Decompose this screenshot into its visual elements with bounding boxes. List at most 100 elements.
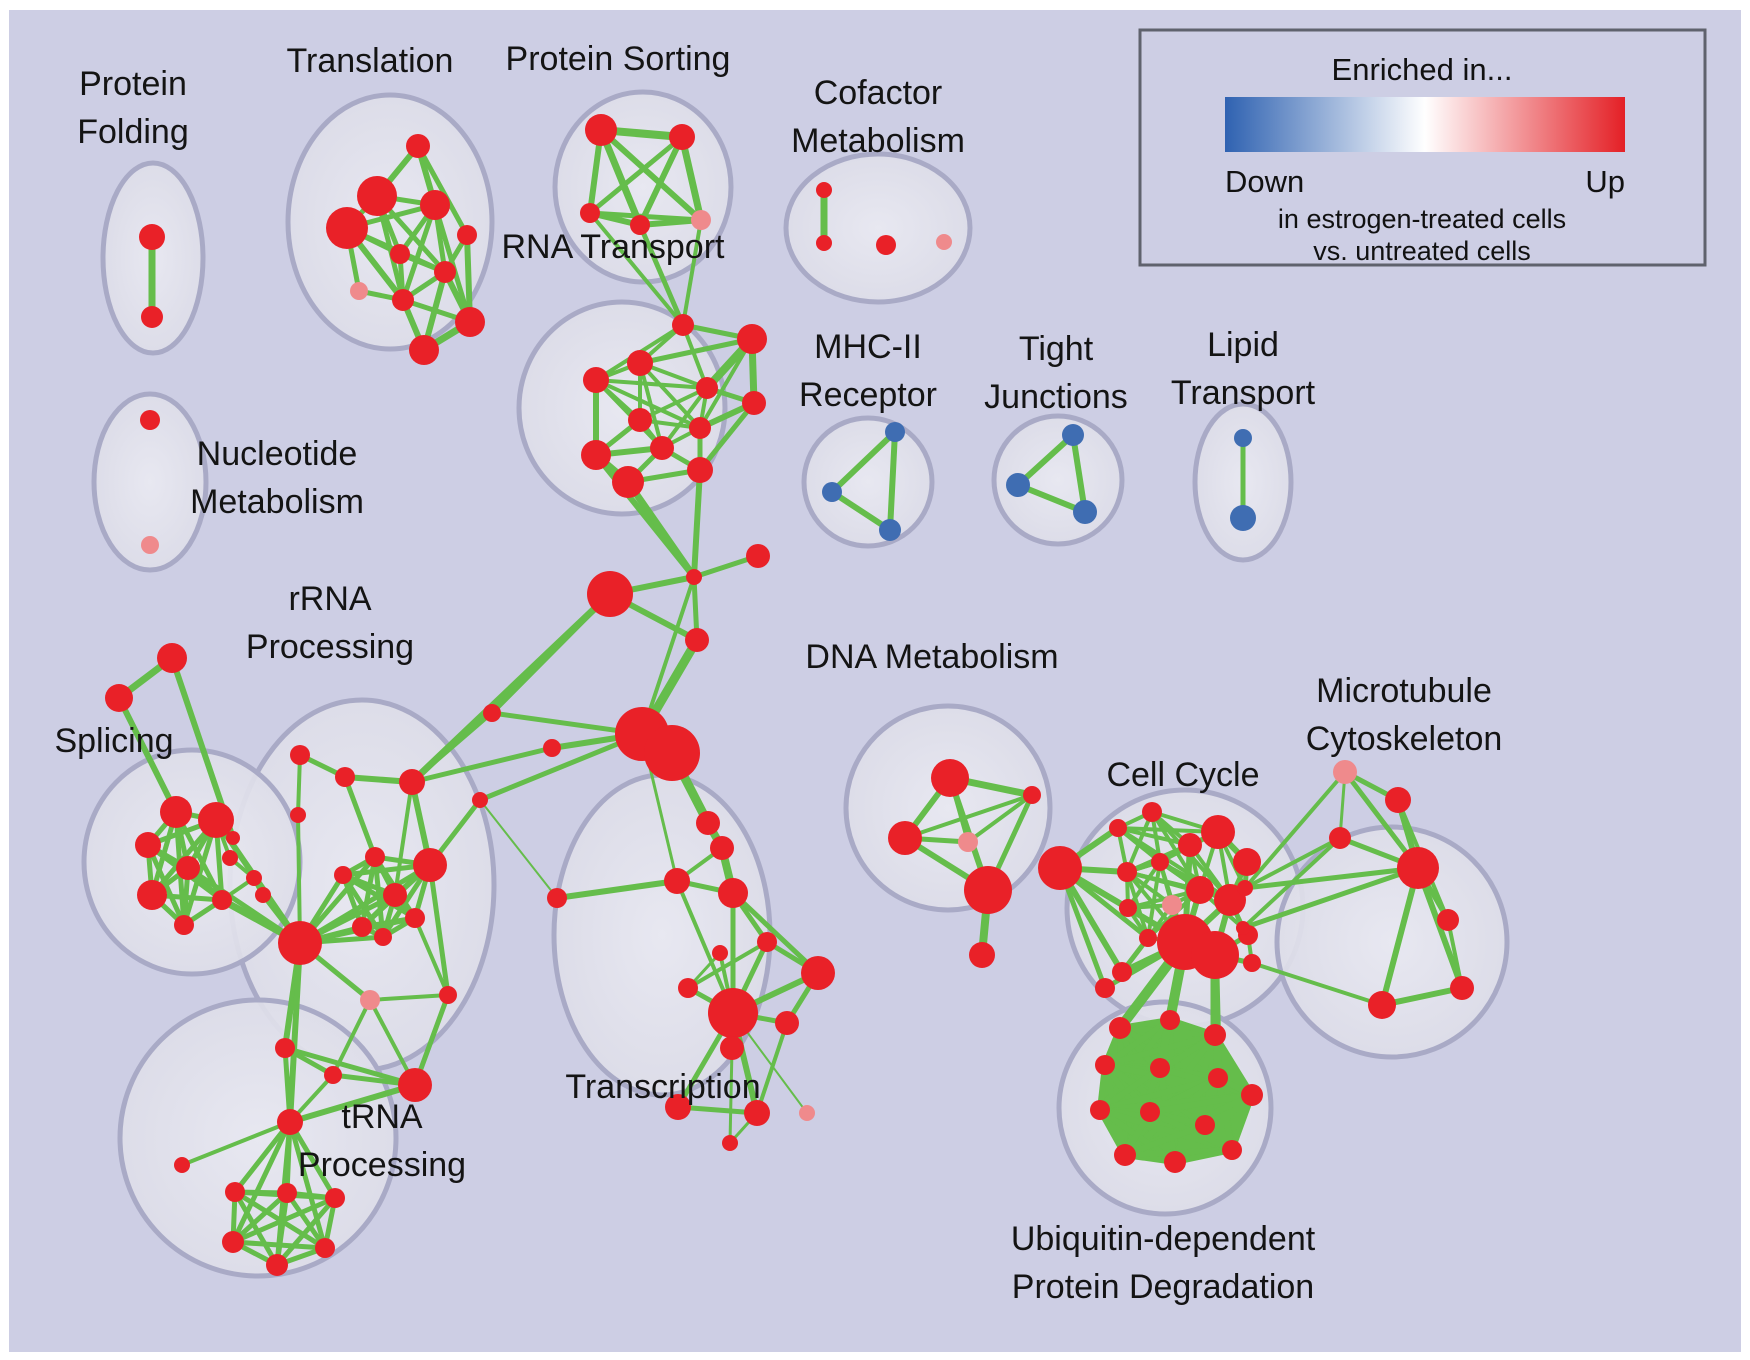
network-node-rn8 [689,417,711,439]
network-edge [287,940,303,1125]
network-node-rn10 [650,436,674,460]
network-node-rn4 [696,377,718,399]
network-node-cf1 [816,182,832,198]
network-node-x4 [718,878,748,908]
cluster-labels: Protein Folding Translation Protein Sorting… [54,40,1502,1306]
network-edge [274,1195,338,1268]
network-node-cc7 [1151,853,1169,871]
network-node-cc11 [1119,899,1137,917]
network-edge [554,878,680,901]
network-node-tn1 [174,1157,190,1173]
network-node-j2 [746,544,770,568]
network-node-u2 [1160,1010,1180,1030]
network-node-rn5 [583,367,609,393]
network-node-rr6 [334,866,352,884]
network-node-x6 [757,932,777,952]
network-node-ps5 [691,210,711,230]
cluster-label-lipid-transport: Transport [1171,374,1316,412]
network-node-u3 [1204,1024,1226,1046]
network-edge [232,1189,280,1268]
cluster-label-cofactor-metabolism: Metabolism [791,122,965,160]
cluster-ellipse-mhc-ii-receptor [801,415,935,549]
network-node-rn9 [581,440,611,470]
network-node-tn4 [325,1188,345,1208]
network-edge [829,489,893,533]
network-edge [287,1119,338,1201]
network-node-cf4 [936,234,952,250]
network-node-rr17 [398,1068,432,1102]
network-edge [728,1046,734,1145]
network-edge [230,1190,290,1245]
network-node-sp2 [198,802,234,838]
network-node-d3 [1023,786,1041,804]
network-node-u8 [1090,1100,1110,1120]
network-edge [1250,961,1384,1007]
network-edge [637,134,685,228]
cluster-label-protein-folding: Protein [79,65,187,103]
network-edge [284,1190,328,1251]
cluster-label-trna-processing: tRNA [341,1098,423,1136]
network-node-x16 [722,1135,738,1151]
network-edge [1240,865,1421,931]
network-node-tri2 [105,684,133,712]
network-node-cc14 [1191,931,1239,979]
cluster-label-tight-junctions: Junctions [984,378,1128,416]
network-node-rr18 [439,986,457,1004]
cluster-label-nucleotide-metabolism: Metabolism [190,483,364,521]
network-node-ps4 [630,215,650,235]
network-edge [181,817,219,928]
cluster-label-ubiquitin-degradation: Ubiquitin-dependent [1011,1220,1316,1258]
cluster-label-nucleotide-metabolism: Nucleotide [197,435,358,473]
network-node-rr1 [290,745,310,765]
network-node-m7 [1437,909,1459,931]
network-node-u6 [1208,1068,1228,1088]
network-node-nm2 [141,536,159,554]
network-node-cc6 [1117,862,1137,882]
network-node-lp1 [1234,429,1252,447]
network-node-rn6 [742,391,766,415]
network-node-tn3 [277,1183,297,1203]
network-edge [230,1195,338,1245]
network-node-rr14 [360,990,380,1010]
network-node-sp4 [222,850,238,866]
network-edge [1242,865,1421,891]
network-node-tn2 [225,1182,245,1202]
network-node-cc0 [1038,846,1082,890]
network-node-j4 [685,628,709,652]
network-node-s1 [543,739,561,757]
network-nodes [105,114,1474,1276]
network-node-rn2 [737,324,767,354]
network-edge [400,202,438,303]
network-edge [637,217,704,228]
network-node-sp6 [246,870,262,886]
legend-title: Enriched in... [1332,52,1513,87]
network-edge [415,143,470,238]
network-edge [698,337,754,430]
network-node-mh1 [885,422,905,442]
network-node-rc1 [483,704,501,722]
network-node-x5 [547,888,567,908]
network-node-d1 [931,759,969,797]
network-edge [903,793,1034,840]
network-edge [1015,432,1076,488]
network-edge [1241,836,1342,930]
network-node-u1 [1109,1017,1131,1039]
network-edge [287,1082,418,1125]
network-node-cc4 [1201,815,1235,849]
network-node-d2 [888,821,922,855]
network-edge [681,323,709,390]
network-node-mh2 [822,482,842,502]
network-edge [1097,1065,1163,1113]
network-edge [409,745,555,785]
network-edge [730,890,821,976]
network-node-m4 [1397,847,1439,889]
network-edge [1070,432,1088,515]
network-node-tn7 [266,1254,288,1276]
network-node-d4 [958,832,978,852]
legend-box [1138,28,1707,267]
network-edge [637,222,686,328]
network-edge [675,1104,760,1116]
network-node-x8 [712,945,728,961]
network-node-ps3 [580,203,600,223]
network-node-j3 [587,571,633,617]
